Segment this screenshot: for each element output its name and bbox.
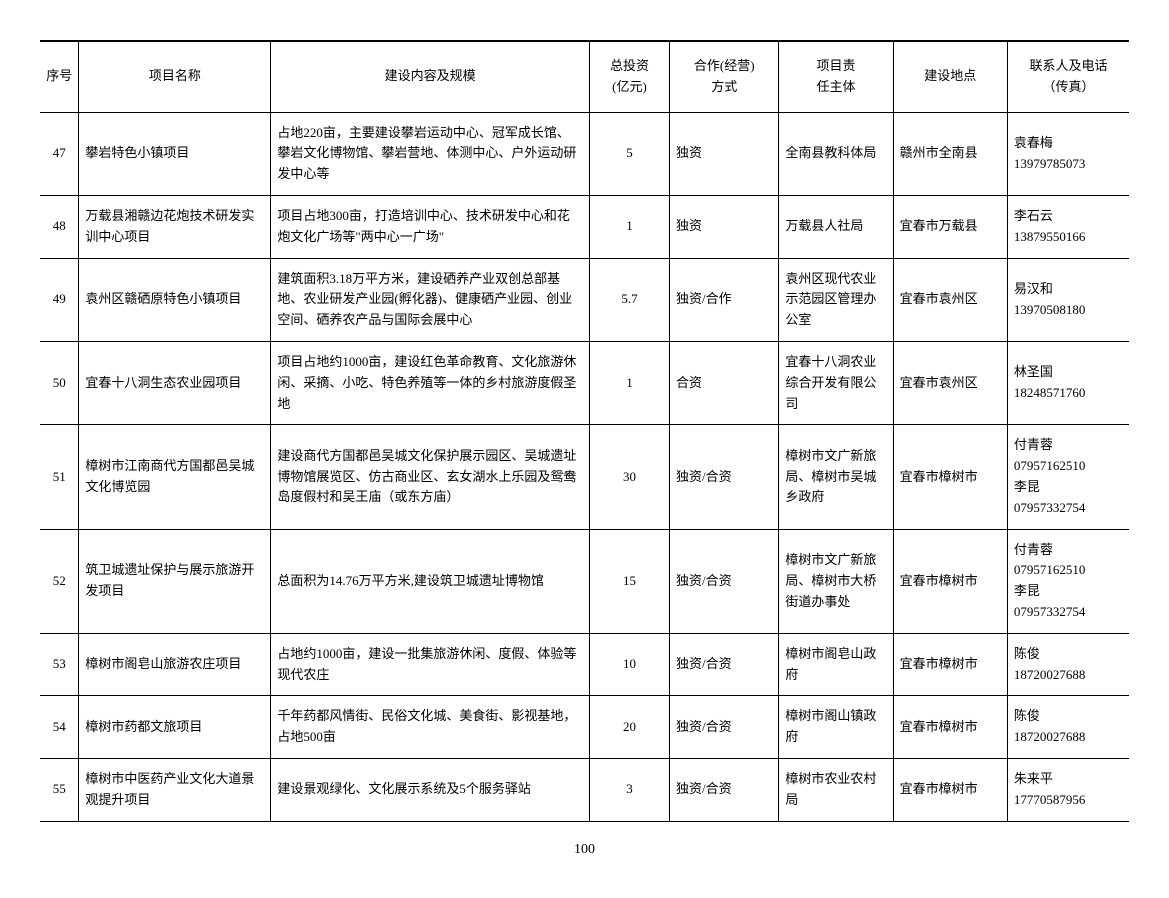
cell-content: 总面积为14.76万平方米,建设筑卫城遗址博物馆 <box>271 529 589 633</box>
cell-invest: 10 <box>589 633 669 696</box>
cell-name: 樟树市中医药产业文化大道景观提升项目 <box>79 758 271 821</box>
cell-invest: 20 <box>589 696 669 759</box>
cell-loc: 宜春市樟树市 <box>893 696 1007 759</box>
cell-coop: 独资/合资 <box>670 758 779 821</box>
page-number: 100 <box>40 842 1129 858</box>
cell-seq: 52 <box>40 529 79 633</box>
cell-seq: 54 <box>40 696 79 759</box>
cell-coop: 独资/合资 <box>670 633 779 696</box>
cell-resp: 万载县人社局 <box>779 195 893 258</box>
cell-resp: 樟树市农业农村局 <box>779 758 893 821</box>
header-resp: 项目责任主体 <box>779 41 893 112</box>
cell-coop: 独资/合资 <box>670 696 779 759</box>
cell-name: 樟树市药都文旅项目 <box>79 696 271 759</box>
cell-contact: 朱来平17770587956 <box>1007 758 1129 821</box>
cell-loc: 宜春市樟树市 <box>893 425 1007 529</box>
header-contact: 联系人及电话（传真） <box>1007 41 1129 112</box>
cell-contact: 陈俊18720027688 <box>1007 696 1129 759</box>
table-body: 47攀岩特色小镇项目占地220亩，主要建设攀岩运动中心、冠军成长馆、攀岩文化博物… <box>40 112 1129 821</box>
cell-seq: 48 <box>40 195 79 258</box>
table-row: 48万载县湘赣边花炮技术研发实训中心项目项目占地300亩，打造培训中心、技术研发… <box>40 195 1129 258</box>
cell-contact: 付青蓉07957162510李昆07957332754 <box>1007 425 1129 529</box>
cell-coop: 独资/合作 <box>670 258 779 341</box>
cell-seq: 51 <box>40 425 79 529</box>
cell-content: 建筑面积3.18万平方米，建设硒养产业双创总部基地、农业研发产业园(孵化器)、健… <box>271 258 589 341</box>
cell-contact: 袁春梅13979785073 <box>1007 112 1129 195</box>
cell-content: 占地220亩，主要建设攀岩运动中心、冠军成长馆、攀岩文化博物馆、攀岩营地、体测中… <box>271 112 589 195</box>
table-row: 47攀岩特色小镇项目占地220亩，主要建设攀岩运动中心、冠军成长馆、攀岩文化博物… <box>40 112 1129 195</box>
cell-coop: 独资/合资 <box>670 425 779 529</box>
cell-contact: 易汉和13970508180 <box>1007 258 1129 341</box>
cell-content: 项目占地300亩，打造培训中心、技术研发中心和花炮文化广场等"两中心一广场" <box>271 195 589 258</box>
cell-seq: 47 <box>40 112 79 195</box>
cell-invest: 30 <box>589 425 669 529</box>
cell-invest: 15 <box>589 529 669 633</box>
cell-seq: 53 <box>40 633 79 696</box>
cell-resp: 袁州区现代农业示范园区管理办公室 <box>779 258 893 341</box>
header-coop: 合作(经营)方式 <box>670 41 779 112</box>
cell-contact: 付青蓉07957162510李昆07957332754 <box>1007 529 1129 633</box>
cell-loc: 宜春市袁州区 <box>893 258 1007 341</box>
cell-invest: 1 <box>589 195 669 258</box>
table-row: 49袁州区赣硒原特色小镇项目建筑面积3.18万平方米，建设硒养产业双创总部基地、… <box>40 258 1129 341</box>
cell-invest: 3 <box>589 758 669 821</box>
cell-contact: 李石云13879550166 <box>1007 195 1129 258</box>
cell-invest: 1 <box>589 341 669 424</box>
table-row: 50宜春十八洞生态农业园项目项目占地约1000亩，建设红色革命教育、文化旅游休闲… <box>40 341 1129 424</box>
cell-content: 建设景观绿化、文化展示系统及5个服务驿站 <box>271 758 589 821</box>
projects-table: 序号 项目名称 建设内容及规模 总投资(亿元) 合作(经营)方式 项目责任主体 … <box>40 40 1129 822</box>
cell-invest: 5 <box>589 112 669 195</box>
cell-loc: 宜春市袁州区 <box>893 341 1007 424</box>
table-row: 52筑卫城遗址保护与展示旅游开发项目总面积为14.76万平方米,建设筑卫城遗址博… <box>40 529 1129 633</box>
table-row: 53樟树市阁皂山旅游农庄项目占地约1000亩，建设一批集旅游休闲、度假、体验等现… <box>40 633 1129 696</box>
header-loc: 建设地点 <box>893 41 1007 112</box>
cell-resp: 樟树市文广新旅局、樟树市大桥街道办事处 <box>779 529 893 633</box>
cell-invest: 5.7 <box>589 258 669 341</box>
cell-coop: 独资 <box>670 195 779 258</box>
cell-loc: 赣州市全南县 <box>893 112 1007 195</box>
cell-content: 建设商代方国都邑吴城文化保护展示园区、吴城遗址博物馆展览区、仿古商业区、玄女湖水… <box>271 425 589 529</box>
cell-resp: 宜春十八洞农业综合开发有限公司 <box>779 341 893 424</box>
cell-name: 樟树市阁皂山旅游农庄项目 <box>79 633 271 696</box>
cell-resp: 全南县教科体局 <box>779 112 893 195</box>
cell-seq: 49 <box>40 258 79 341</box>
cell-name: 攀岩特色小镇项目 <box>79 112 271 195</box>
cell-loc: 宜春市樟树市 <box>893 633 1007 696</box>
cell-name: 筑卫城遗址保护与展示旅游开发项目 <box>79 529 271 633</box>
cell-content: 项目占地约1000亩，建设红色革命教育、文化旅游休闲、采摘、小吃、特色养殖等一体… <box>271 341 589 424</box>
cell-contact: 陈俊18720027688 <box>1007 633 1129 696</box>
cell-resp: 樟树市阁皂山政府 <box>779 633 893 696</box>
cell-content: 占地约1000亩，建设一批集旅游休闲、度假、体验等现代农庄 <box>271 633 589 696</box>
cell-name: 宜春十八洞生态农业园项目 <box>79 341 271 424</box>
cell-loc: 宜春市万载县 <box>893 195 1007 258</box>
table-row: 51樟树市江南商代方国都邑吴城文化博览园建设商代方国都邑吴城文化保护展示园区、吴… <box>40 425 1129 529</box>
cell-coop: 独资/合资 <box>670 529 779 633</box>
header-seq: 序号 <box>40 41 79 112</box>
cell-loc: 宜春市樟树市 <box>893 529 1007 633</box>
document-page: 序号 项目名称 建设内容及规模 总投资(亿元) 合作(经营)方式 项目责任主体 … <box>40 40 1129 858</box>
cell-coop: 合资 <box>670 341 779 424</box>
cell-resp: 樟树市阁山镇政府 <box>779 696 893 759</box>
cell-name: 樟树市江南商代方国都邑吴城文化博览园 <box>79 425 271 529</box>
header-invest: 总投资(亿元) <box>589 41 669 112</box>
cell-content: 千年药都风情街、民俗文化城、美食街、影视基地，占地500亩 <box>271 696 589 759</box>
cell-resp: 樟树市文广新旅局、樟树市吴城乡政府 <box>779 425 893 529</box>
table-header-row: 序号 项目名称 建设内容及规模 总投资(亿元) 合作(经营)方式 项目责任主体 … <box>40 41 1129 112</box>
cell-name: 万载县湘赣边花炮技术研发实训中心项目 <box>79 195 271 258</box>
cell-seq: 55 <box>40 758 79 821</box>
header-content: 建设内容及规模 <box>271 41 589 112</box>
cell-seq: 50 <box>40 341 79 424</box>
table-row: 54樟树市药都文旅项目千年药都风情街、民俗文化城、美食街、影视基地，占地500亩… <box>40 696 1129 759</box>
table-row: 55樟树市中医药产业文化大道景观提升项目建设景观绿化、文化展示系统及5个服务驿站… <box>40 758 1129 821</box>
cell-name: 袁州区赣硒原特色小镇项目 <box>79 258 271 341</box>
header-name: 项目名称 <box>79 41 271 112</box>
cell-loc: 宜春市樟树市 <box>893 758 1007 821</box>
cell-contact: 林圣国18248571760 <box>1007 341 1129 424</box>
cell-coop: 独资 <box>670 112 779 195</box>
